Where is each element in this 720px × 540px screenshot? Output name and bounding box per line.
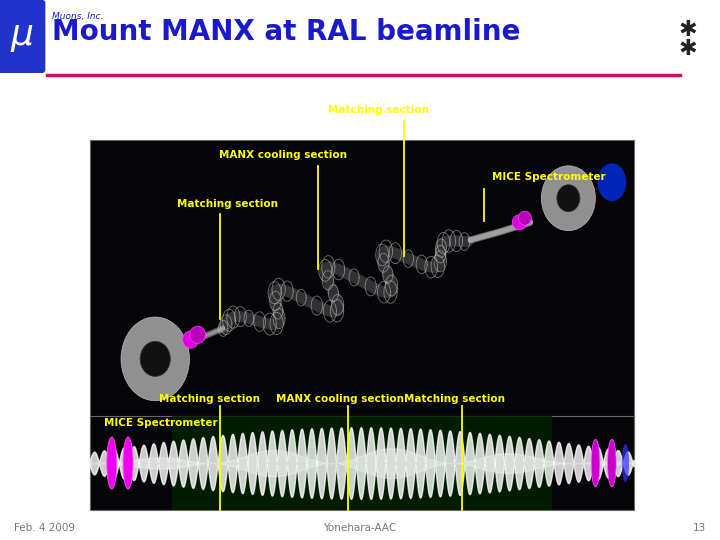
- Text: MANX cooling section: MANX cooling section: [219, 150, 347, 160]
- Ellipse shape: [608, 440, 616, 487]
- Ellipse shape: [591, 440, 600, 487]
- Ellipse shape: [622, 444, 629, 482]
- Ellipse shape: [123, 437, 133, 489]
- Text: Matching section: Matching section: [177, 199, 278, 210]
- Text: Yonehara-AAC: Yonehara-AAC: [323, 523, 397, 533]
- Bar: [90, 416, 634, 510]
- Text: Matching section: Matching section: [404, 394, 505, 403]
- Text: MANX cooling section: MANX cooling section: [276, 394, 404, 403]
- Text: ✱: ✱: [678, 19, 697, 40]
- Text: Matching section: Matching section: [159, 394, 260, 403]
- Text: MICE Spectrometer: MICE Spectrometer: [104, 418, 217, 428]
- Bar: [171, 416, 552, 510]
- Ellipse shape: [557, 185, 580, 212]
- Text: 13: 13: [693, 523, 706, 533]
- Ellipse shape: [107, 437, 117, 489]
- Bar: [0, 0, 43, 73]
- Ellipse shape: [189, 326, 205, 343]
- Ellipse shape: [598, 163, 626, 201]
- Text: MICE Spectrometer: MICE Spectrometer: [492, 172, 606, 182]
- Ellipse shape: [541, 166, 595, 231]
- Text: Mount MANX at RAL beamline: Mount MANX at RAL beamline: [52, 18, 521, 46]
- Ellipse shape: [140, 341, 171, 376]
- Text: ✱: ✱: [678, 38, 697, 59]
- Bar: [90, 140, 634, 462]
- Ellipse shape: [518, 211, 531, 225]
- Text: Feb. 4 2009: Feb. 4 2009: [14, 523, 76, 533]
- Text: Muons, Inc.: Muons, Inc.: [52, 12, 104, 21]
- Ellipse shape: [512, 215, 526, 230]
- Text: Matching section: Matching section: [328, 105, 428, 114]
- Ellipse shape: [183, 331, 199, 348]
- Text: $\mu$: $\mu$: [9, 20, 34, 53]
- FancyBboxPatch shape: [0, 0, 45, 73]
- Ellipse shape: [121, 317, 189, 401]
